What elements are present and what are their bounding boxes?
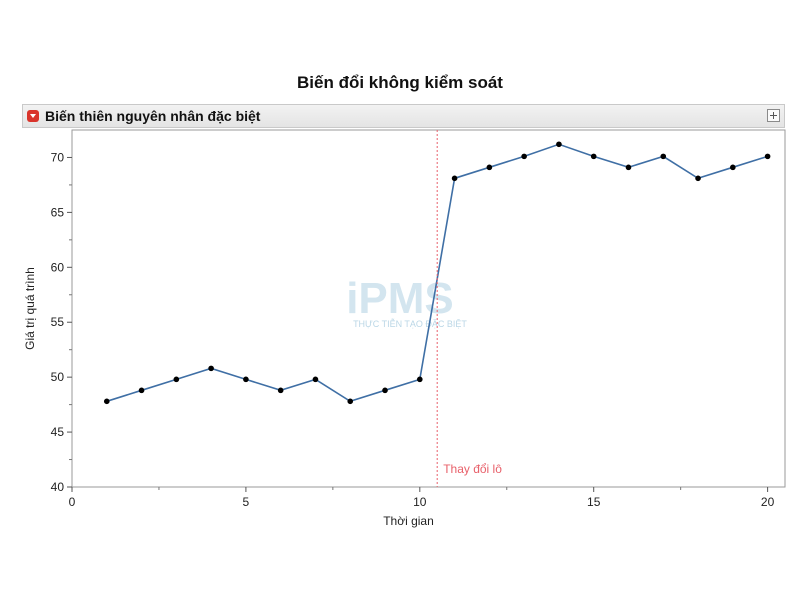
y-tick-label: 45 <box>51 425 65 439</box>
y-axis-title: Giá trị quá trình <box>23 267 37 350</box>
y-tick-label: 40 <box>51 480 65 494</box>
expand-icon[interactable] <box>767 109 780 122</box>
data-point <box>764 153 771 160</box>
data-point <box>277 387 284 394</box>
annotations: Thay đổi lô <box>436 130 502 487</box>
x-tick-label: 0 <box>69 495 76 509</box>
plot-frame <box>71 129 786 488</box>
axes: 40 45 50 55 60 65 70 0 5 10 15 20 Thời gian Giá trị q… <box>23 150 775 528</box>
panel-title: Biến thiên nguyên nhân đặc biệt <box>45 108 261 124</box>
data-point <box>382 387 388 394</box>
data-point <box>103 398 110 405</box>
data-point <box>590 153 597 160</box>
data-point <box>730 164 736 171</box>
chart-title: Biến đổi không kiểm soát <box>297 73 503 92</box>
y-tick-label: 70 <box>51 150 65 164</box>
data-point <box>660 153 667 160</box>
x-tick-label: 5 <box>243 495 250 509</box>
data-point <box>625 164 632 171</box>
x-tick-label: 10 <box>413 495 427 509</box>
data-point <box>243 376 249 383</box>
chart-marks <box>103 141 771 405</box>
y-tick-label: 55 <box>51 315 65 329</box>
data-point <box>417 376 423 383</box>
disclosure-triangle-icon[interactable] <box>27 110 39 122</box>
watermark-tagline: THỰC TIỄN TẠO ĐẶC BIỆT <box>353 318 467 329</box>
data-point <box>486 164 493 171</box>
batch-change-label: Thay đổi lô <box>443 462 502 476</box>
data-point <box>138 387 145 394</box>
data-point <box>208 365 214 372</box>
y-tick-label: 65 <box>51 205 65 219</box>
data-point <box>556 141 562 148</box>
x-axis-title: Thời gian <box>383 514 434 528</box>
data-point <box>451 175 458 182</box>
data-point <box>173 376 180 383</box>
data-point <box>695 175 701 182</box>
data-point <box>347 398 354 405</box>
x-tick-label: 20 <box>761 495 775 509</box>
data-point <box>521 153 527 160</box>
outline-panel-header[interactable]: Biến thiên nguyên nhân đặc biệt <box>22 104 785 128</box>
data-point <box>312 376 319 383</box>
x-tick-label: 15 <box>587 495 601 509</box>
y-tick-label: 50 <box>51 370 65 384</box>
y-tick-label: 60 <box>51 260 65 274</box>
